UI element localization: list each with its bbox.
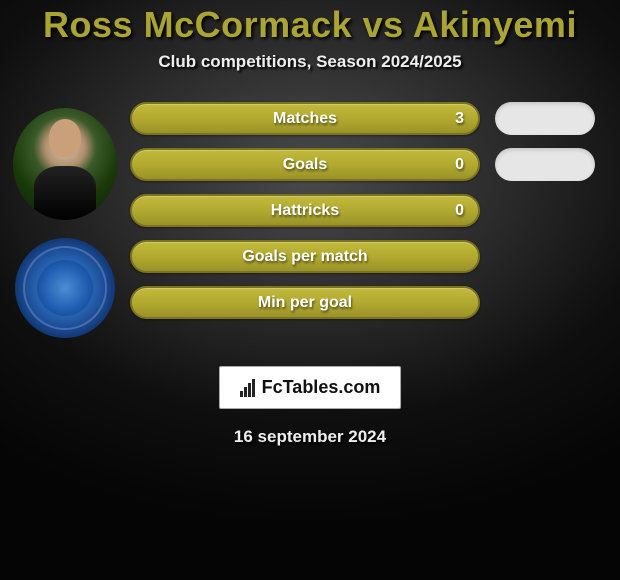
player-photo-mccormack <box>13 108 117 220</box>
page-subtitle: Club competitions, Season 2024/2025 <box>158 52 461 72</box>
date-text: 16 september 2024 <box>234 427 386 447</box>
stat-label: Hattricks <box>271 202 339 220</box>
stat-label: Goals <box>283 156 327 174</box>
stat-value: 0 <box>455 202 464 220</box>
stat-bar-goals-per-match: Goals per match <box>130 240 480 273</box>
main-row: Matches 3 Goals 0 Hattricks 0 Goals per … <box>0 102 620 356</box>
stat-value: 0 <box>455 156 464 174</box>
stat-value: 3 <box>455 110 464 128</box>
stat-label: Matches <box>273 110 337 128</box>
bar-chart-icon <box>240 379 257 397</box>
brand-text: FcTables.com <box>262 377 381 398</box>
avatar-column <box>0 102 130 356</box>
stats-bars-column: Matches 3 Goals 0 Hattricks 0 Goals per … <box>130 102 480 319</box>
infographic-content: Ross McCormack vs Akinyemi Club competit… <box>0 0 620 447</box>
opponent-bars-column <box>480 102 610 181</box>
opponent-bar-goals <box>495 148 595 181</box>
club-crest-aldershot <box>15 238 115 338</box>
stat-bar-hattricks: Hattricks 0 <box>130 194 480 227</box>
page-title: Ross McCormack vs Akinyemi <box>43 4 577 46</box>
stat-bar-min-per-goal: Min per goal <box>130 286 480 319</box>
brand-box: FcTables.com <box>219 366 402 409</box>
stat-label: Goals per match <box>242 248 367 266</box>
opponent-bar-matches <box>495 102 595 135</box>
stat-bar-goals: Goals 0 <box>130 148 480 181</box>
stat-label: Min per goal <box>258 294 352 312</box>
stat-bar-matches: Matches 3 <box>130 102 480 135</box>
